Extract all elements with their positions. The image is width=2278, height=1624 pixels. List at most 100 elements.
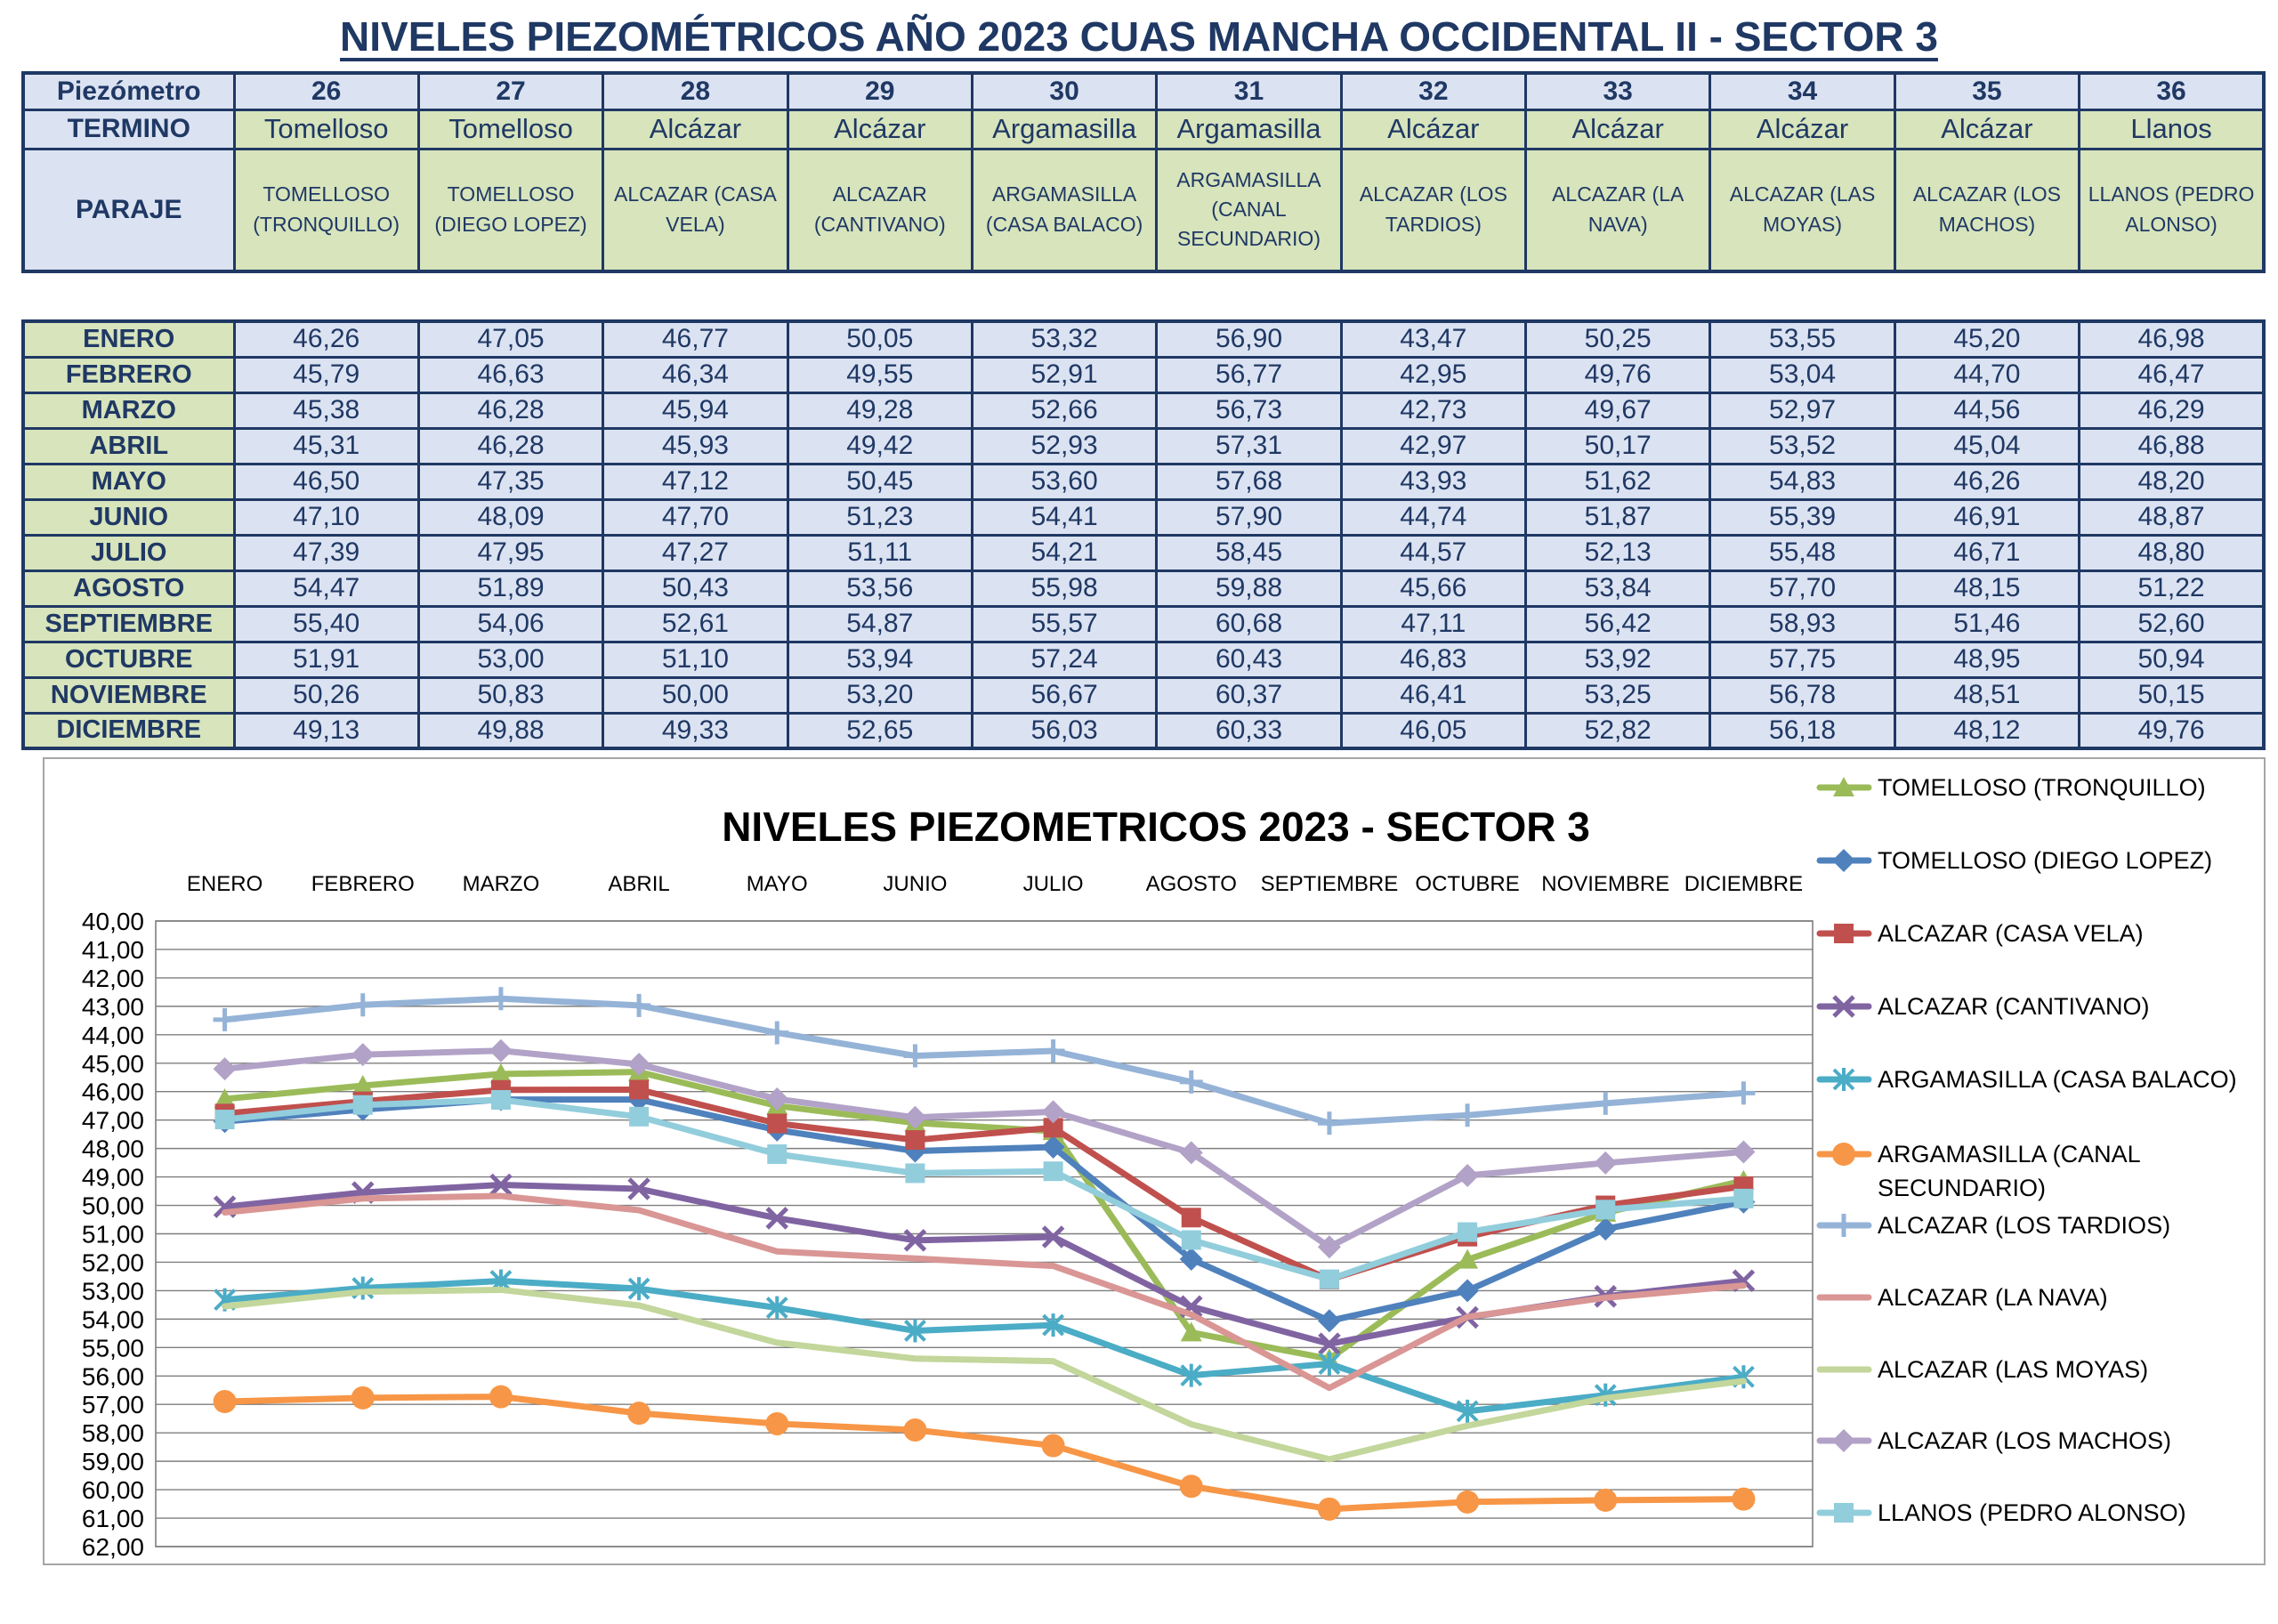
legend-item: ALCAZAR (LAS MOYAS) [1816, 1356, 2148, 1383]
level-value: 50,43 [602, 569, 789, 608]
legend-label: TOMELLOSO (DIEGO LOPEZ) [1878, 847, 2212, 874]
piezometer-header-body: Piezómetro 26 27 28 29 30 31 32 33 34 35 36 TERMINO T… [21, 71, 2266, 273]
y-axis-label: 57,00 [82, 1391, 144, 1418]
level-value: 54,47 [232, 569, 420, 608]
series-argamasilla-canal-secundario- [213, 1385, 1756, 1521]
x-axis-label: FEBRERO [311, 872, 415, 896]
legend-item: ARGAMASILLA (CANAL SECUNDARIO) [1816, 1141, 2141, 1201]
paraje-cell: LLANOS (PEDRO ALONSO) [2078, 147, 2266, 273]
level-value: 48,95 [1893, 640, 2081, 679]
level-value: 49,13 [232, 711, 420, 750]
month-label: AGOSTO [21, 569, 236, 608]
piezometer-number: 26 [232, 71, 420, 111]
termino-cell: Alcázar [602, 108, 789, 150]
level-value: 50,05 [786, 319, 973, 359]
legend-item: TOMELLOSO (TRONQUILLO) [1816, 774, 2206, 801]
chart-canvas: NIVELES PIEZOMETRICOS 2023 - SECTOR 3 ENE… [82, 774, 2237, 1561]
level-value: 60,43 [1155, 640, 1343, 679]
level-value: 47,39 [232, 533, 420, 572]
legend-label: LLANOS (PEDRO ALONSO) [1878, 1499, 2186, 1526]
level-value: 56,18 [1708, 711, 1896, 750]
level-value: 49,76 [2078, 711, 2266, 750]
table-row: TERMINO Tomelloso Tomelloso Alcázar Alcázar A… [21, 108, 2266, 150]
level-value: 49,28 [786, 391, 973, 430]
level-value: 57,70 [1708, 569, 1896, 608]
level-value: 52,66 [970, 391, 1159, 430]
legend-item: ALCAZAR (CANTIVANO) [1816, 993, 2150, 1020]
y-axis-label: 49,00 [82, 1164, 144, 1192]
level-value: 45,20 [1893, 319, 2081, 359]
level-value: 45,31 [232, 426, 420, 465]
table-row: JUNIO 47,10 48,09 47,70 51,23 54,41 57,90 44,74… [21, 497, 2266, 537]
legend-label: ALCAZAR (LAS MOYAS) [1878, 1356, 2148, 1383]
level-value: 54,87 [786, 604, 973, 643]
piezometric-chart: NIVELES PIEZOMETRICOS 2023 - SECTOR 3 ENE… [43, 757, 2266, 1565]
piezometer-number: 28 [602, 71, 789, 111]
level-value: 49,67 [1524, 391, 1712, 430]
level-value: 54,06 [416, 604, 605, 643]
table-row: Piezómetro 26 27 28 29 30 31 32 33 34 35 36 [21, 71, 2266, 111]
level-value: 47,95 [416, 533, 605, 572]
level-value: 52,13 [1524, 533, 1712, 572]
series-llanos-pedro-alonso- [214, 1089, 1754, 1289]
month-label: JUNIO [21, 497, 236, 537]
level-value: 46,26 [1893, 462, 2081, 501]
level-value: 54,83 [1708, 462, 1896, 501]
legend-label: ALCAZAR (CANTIVANO) [1878, 993, 2150, 1020]
level-value: 56,67 [970, 675, 1159, 715]
paraje-cell: ALCAZAR (LOS TARDIOS) [1339, 147, 1528, 273]
level-value: 47,35 [416, 462, 605, 501]
legend-item: ARGAMASILLA (CASA BALACO) [1816, 1066, 2237, 1093]
piezometer-number: 32 [1339, 71, 1528, 111]
table-row: JULIO 47,39 47,95 47,27 51,11 54,21 58,45 44,57… [21, 533, 2266, 572]
level-value: 48,15 [1893, 569, 2081, 608]
level-value: 46,71 [1893, 533, 2081, 572]
level-value: 52,65 [786, 711, 973, 750]
level-value: 45,94 [602, 391, 789, 430]
level-value: 56,90 [1155, 319, 1343, 359]
level-value: 50,26 [232, 675, 420, 715]
level-value: 45,04 [1893, 426, 2081, 465]
month-label: DICIEMBRE [21, 711, 236, 750]
series-argamasilla-casa-balaco- [214, 1269, 1755, 1423]
level-value: 44,56 [1893, 391, 2081, 430]
table-row: FEBRERO 45,79 46,63 46,34 49,55 52,91 56,77 42,… [21, 355, 2266, 394]
level-value: 42,95 [1339, 355, 1528, 394]
paraje-cell: ARGAMASILLA (CANAL SECUNDARIO) [1155, 147, 1343, 273]
legend-label: ALCAZAR (CASA VELA) [1878, 920, 2144, 947]
y-axis-label: 52,00 [82, 1248, 144, 1276]
table-row: ABRIL 45,31 46,28 45,93 49,42 52,93 57,31 42,97… [21, 426, 2266, 465]
level-value: 52,91 [970, 355, 1159, 394]
x-axis-label: NOVIEMBRE [1541, 872, 1669, 896]
y-axis-label: 42,00 [82, 965, 144, 992]
level-value: 48,80 [2078, 533, 2266, 572]
level-value: 57,24 [970, 640, 1159, 679]
legend-item: ALCAZAR (LOS TARDIOS) [1816, 1212, 2170, 1239]
level-value: 56,03 [970, 711, 1159, 750]
legend-label: ALCAZAR (LA NAVA) [1878, 1284, 2108, 1311]
legend-label: ARGAMASILLA (CANAL [1878, 1141, 2141, 1168]
level-value: 48,51 [1893, 675, 2081, 715]
month-label: SEPTIEMBRE [21, 604, 236, 643]
level-value: 50,15 [2078, 675, 2266, 715]
month-label: MARZO [21, 391, 236, 430]
level-value: 53,55 [1708, 319, 1896, 359]
page-title: NIVELES PIEZOMÉTRICOS AÑO 2023 CUAS MANC… [340, 13, 1938, 60]
level-value: 53,20 [786, 675, 973, 715]
level-value: 48,87 [2078, 497, 2266, 537]
legend-item: ALCAZAR (CASA VELA) [1816, 920, 2144, 947]
piezometer-number: 30 [970, 71, 1159, 111]
level-value: 53,04 [1708, 355, 1896, 394]
level-value: 49,42 [786, 426, 973, 465]
level-value: 52,82 [1524, 711, 1712, 750]
level-value: 50,83 [416, 675, 605, 715]
level-value: 42,97 [1339, 426, 1528, 465]
legend-label: TOMELLOSO (TRONQUILLO) [1878, 774, 2206, 801]
series-alcazar-los-tardios- [213, 987, 1756, 1135]
table-row: ENERO 46,26 47,05 46,77 50,05 53,32 56,90 43,47… [21, 319, 2266, 359]
termino-cell: Alcázar [1339, 108, 1528, 150]
level-value: 43,47 [1339, 319, 1528, 359]
level-value: 52,61 [602, 604, 789, 643]
y-axis-label: 47,00 [82, 1107, 144, 1135]
level-value: 56,73 [1155, 391, 1343, 430]
